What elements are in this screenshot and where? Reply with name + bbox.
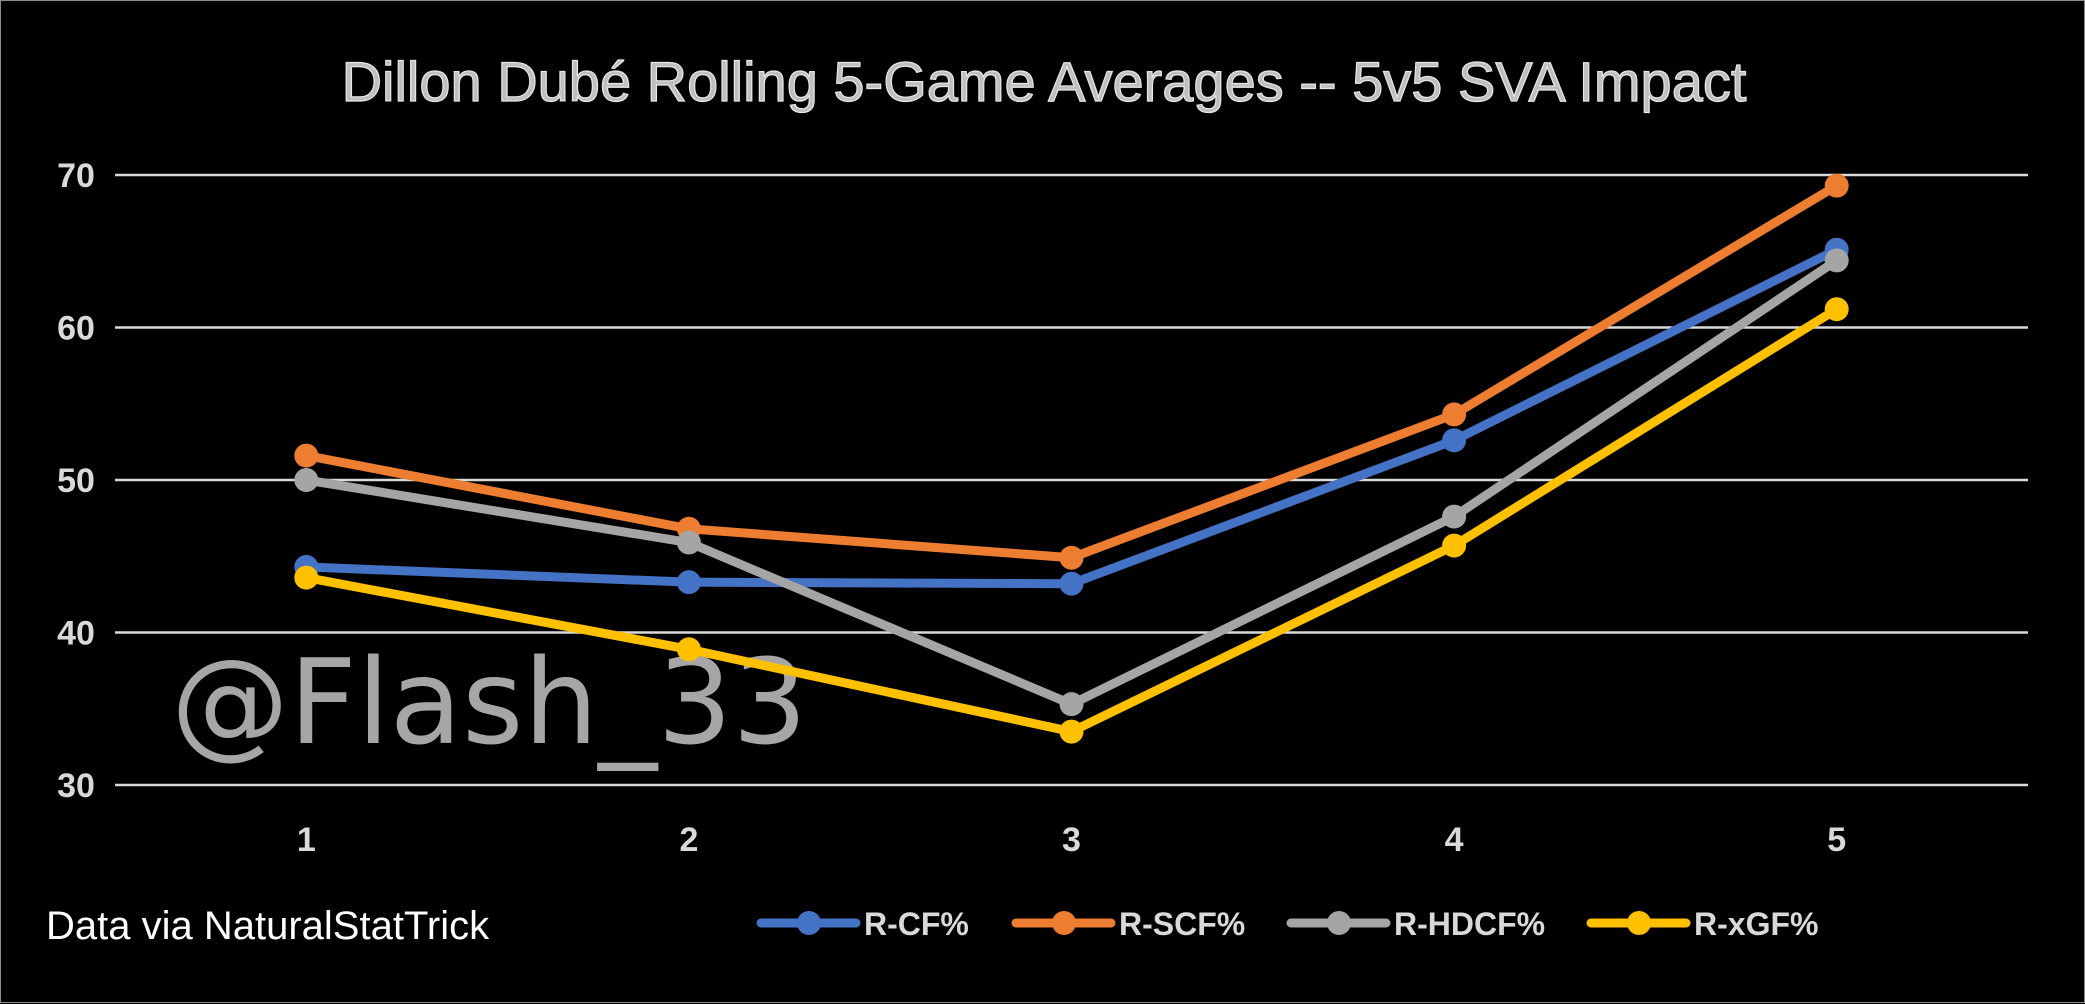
data-point: [676, 637, 701, 662]
legend-dot-marker: [797, 911, 821, 935]
legend-label: R-SCF%: [1119, 906, 1245, 942]
y-axis-ticks: 30 40 50 60 70: [57, 157, 95, 805]
footer-source: Data via NaturalStatTrick: [46, 904, 490, 948]
legend-item: R-HDCF%: [1286, 906, 1545, 942]
y-tick-label: 30: [57, 767, 95, 805]
legend-item: R-SCF%: [1011, 906, 1245, 942]
series-r-xgf: [294, 297, 1849, 744]
x-axis-ticks: 1 2 3 4 5: [297, 821, 1846, 859]
x-tick-label: 1: [297, 821, 316, 859]
data-point: [1059, 692, 1084, 717]
legend-dot-marker: [1052, 911, 1076, 935]
series-group: [294, 173, 1849, 744]
data-point: [1059, 719, 1084, 744]
legend-label: R-xGF%: [1694, 906, 1818, 942]
legend-item: R-CF%: [756, 906, 969, 942]
y-tick-label: 60: [57, 310, 95, 348]
legend-item: R-xGF%: [1586, 906, 1818, 942]
series-line: [305, 181, 1840, 563]
legend-dot-marker: [1327, 911, 1351, 935]
y-tick-label: 70: [57, 157, 95, 195]
series-r-cf: [294, 237, 1849, 596]
data-point: [1059, 545, 1084, 570]
x-tick-label: 3: [1062, 821, 1081, 859]
data-point: [1059, 571, 1084, 596]
x-tick-label: 2: [679, 821, 698, 859]
x-tick-label: 5: [1827, 821, 1846, 859]
chart-title: Dillon Dubé Rolling 5-Game Averages -- 5…: [342, 50, 1747, 113]
data-point: [1442, 402, 1467, 427]
data-point: [294, 443, 319, 468]
legend-dot-marker: [1627, 911, 1651, 935]
data-point: [1442, 428, 1467, 453]
data-point: [294, 565, 319, 590]
data-point: [676, 530, 701, 555]
y-tick-label: 40: [57, 615, 95, 653]
series-r-scf: [294, 173, 1849, 570]
data-point: [1442, 504, 1467, 529]
data-point: [1824, 173, 1849, 198]
data-point: [1824, 248, 1849, 273]
data-point: [676, 570, 701, 595]
x-tick-label: 4: [1445, 821, 1464, 859]
data-point: [1824, 297, 1849, 322]
series-r-hdcf: [294, 248, 1849, 717]
y-tick-label: 50: [57, 462, 95, 500]
legend-label: R-HDCF%: [1394, 906, 1545, 942]
data-point: [294, 468, 319, 492]
legend: R-CF% R-SCF% R-HDCF% R-xGF%: [756, 906, 1818, 942]
data-point: [1442, 533, 1467, 558]
legend-label: R-CF%: [864, 906, 969, 942]
